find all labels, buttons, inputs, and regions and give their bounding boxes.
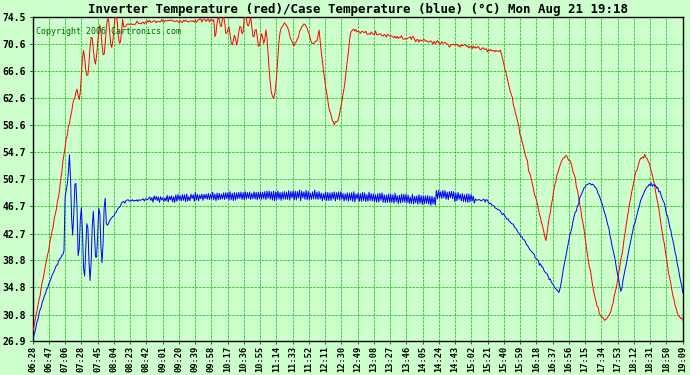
Text: Copyright 2006 Cartronics.com: Copyright 2006 Cartronics.com [36,27,181,36]
Title: Inverter Temperature (red)/Case Temperature (blue) (°C) Mon Aug 21 19:18: Inverter Temperature (red)/Case Temperat… [88,3,628,16]
